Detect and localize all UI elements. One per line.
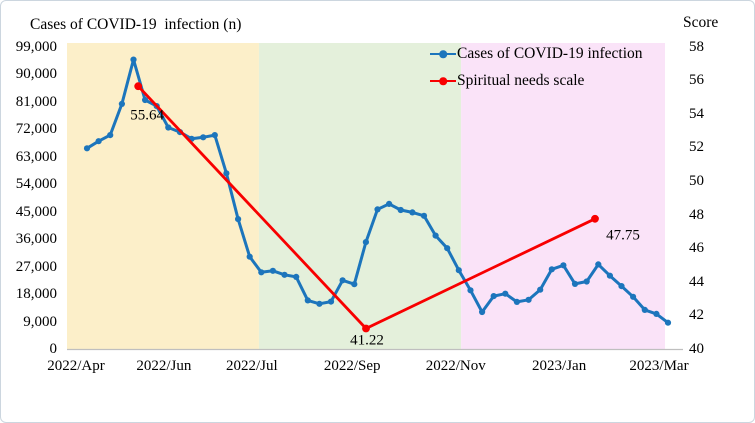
left-axis-tick: 0 [49, 341, 58, 357]
left-axis-tick: 90,000 [15, 66, 57, 82]
cases-marker [107, 132, 114, 139]
red-line-marker-icon [430, 76, 456, 86]
cases-marker [467, 287, 474, 294]
spiritual-scale-value-label: 47.75 [606, 227, 640, 244]
cases-marker [165, 124, 172, 131]
cases-marker [304, 297, 311, 304]
right-axis-title: Score [683, 14, 719, 31]
spiritual-scale-value-label: 55.64 [130, 107, 165, 124]
left-axis-tick: 45,000 [15, 203, 57, 220]
cases-marker [246, 253, 253, 260]
cases-marker [444, 245, 451, 252]
cases-marker [386, 200, 393, 207]
right-axis-tick: 46 [689, 240, 704, 257]
cases-marker [351, 281, 358, 288]
legend-label-spiritual: Spiritual needs scale [457, 72, 585, 89]
x-axis-tick: 2022/Apr [47, 358, 105, 374]
cases-marker [374, 206, 381, 213]
cases-marker [653, 310, 660, 317]
left-axis-tick: 63,000 [15, 148, 57, 165]
cases-marker [479, 308, 486, 316]
cases-marker [548, 266, 555, 273]
spiritual-marker [591, 214, 599, 223]
cases-marker [490, 293, 497, 300]
cases-marker [316, 300, 323, 307]
cases-marker [595, 261, 602, 268]
cases-marker [502, 290, 509, 297]
cases-marker [571, 280, 579, 287]
cases-marker [223, 170, 230, 177]
cases-marker [525, 296, 532, 303]
cases-marker [83, 145, 91, 152]
cases-marker [142, 96, 149, 104]
cases-marker [269, 267, 276, 274]
cases-marker [455, 267, 462, 274]
cases-marker [664, 319, 672, 326]
cases-marker [130, 56, 137, 63]
cases-marker [327, 298, 335, 305]
cases-marker [537, 286, 544, 293]
cases-marker [211, 132, 218, 139]
spiritual-marker [134, 82, 143, 91]
left-axis-title: Cases of COVID-19 infection (n) [30, 16, 242, 33]
left-axis-tick: 27,000 [15, 258, 57, 275]
x-axis-tick: 2023/Jan [532, 358, 587, 374]
legend-item-spiritual: Spiritual needs scale [430, 72, 584, 90]
cases-marker [630, 293, 637, 300]
cases-marker [618, 283, 625, 290]
x-axis-tick: 2022/Jul [225, 358, 278, 374]
cases-marker [339, 277, 346, 284]
right-axis-tick: 44 [689, 273, 704, 290]
cases-marker [560, 262, 567, 269]
legend-item-cases: Cases of COVID-19 infection [430, 45, 643, 63]
left-axis-tick: 54,000 [15, 176, 57, 192]
cases-marker [606, 272, 614, 279]
spiritual-needs-series [134, 82, 599, 333]
blue-line-marker-icon [430, 49, 456, 59]
cases-marker [118, 100, 125, 107]
left-axis-tick: 18,000 [15, 286, 57, 302]
spiritual-scale-value-label: 41.22 [350, 332, 384, 349]
cases-marker [293, 273, 300, 280]
x-axis-tick: 2022/Jun [136, 358, 192, 374]
cases-marker [409, 209, 416, 216]
x-axis-tick: 2022/Nov [425, 358, 486, 374]
left-axis-tick: 81,000 [15, 93, 57, 110]
period-apr-jul-band [67, 43, 259, 349]
right-axis-tick: 58 [689, 38, 704, 55]
cases-marker [235, 216, 242, 223]
legend-label-cases: Cases of COVID-19 infection [457, 45, 643, 62]
left-axis-tick: 99,000 [15, 38, 57, 55]
cases-marker [281, 271, 288, 278]
cases-marker [583, 278, 590, 285]
left-axis-tick: 36,000 [15, 231, 57, 247]
cases-marker [432, 232, 439, 239]
cases-marker [397, 206, 404, 214]
right-axis-tick: 40 [689, 341, 704, 357]
right-axis-tick: 48 [689, 206, 704, 223]
x-axis-tick: 2022/Sep [323, 358, 381, 374]
x-axis-tick: 2023/Mar [629, 358, 689, 374]
cases-marker [258, 269, 265, 276]
cases-marker [362, 239, 369, 246]
cases-marker [95, 138, 102, 145]
right-axis-tick: 54 [689, 105, 704, 122]
cases-marker [200, 134, 207, 141]
right-axis-tick: 56 [689, 72, 704, 89]
left-axis-tick: 9,000 [23, 313, 57, 330]
right-axis-tick: 42 [689, 307, 704, 324]
right-axis-tick: 52 [689, 139, 704, 156]
left-axis-tick: 72,000 [15, 121, 57, 137]
cases-marker [513, 298, 521, 305]
cases-marker [641, 306, 648, 313]
cases-marker [420, 212, 428, 219]
spiritual-marker [362, 324, 370, 333]
right-axis-tick: 50 [689, 172, 704, 189]
